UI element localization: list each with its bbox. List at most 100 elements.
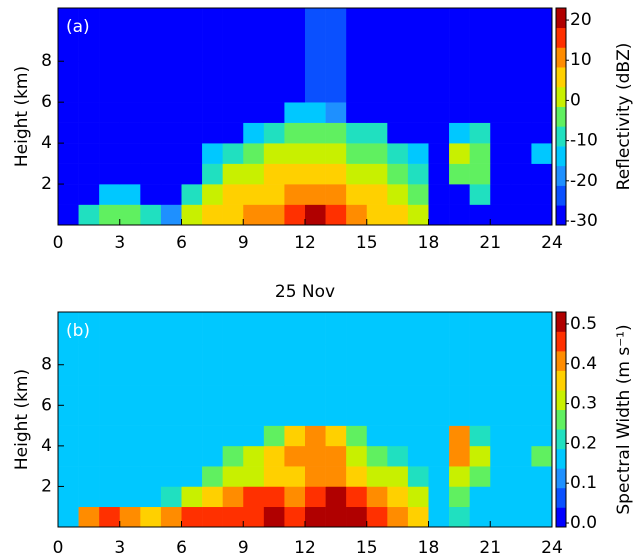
heat-cell: [510, 102, 532, 123]
x-tick-label: 6: [176, 538, 187, 558]
heat-cell: [366, 385, 388, 406]
heat-cell: [531, 425, 553, 447]
heat-cell: [119, 102, 141, 123]
heat-cell: [78, 466, 100, 487]
colorbar-swatch: [556, 126, 566, 147]
heat-cell: [428, 40, 450, 62]
x-tick-label: 18: [418, 233, 440, 253]
heat-cell: [284, 143, 306, 164]
heat-cell: [140, 312, 162, 345]
heat-cell: [407, 364, 429, 386]
heat-cell: [263, 61, 285, 82]
heat-cell: [202, 312, 223, 345]
heat-cell: [366, 184, 388, 205]
heat-cell: [510, 385, 532, 406]
heat-cell: [160, 143, 182, 164]
heat-cell: [58, 61, 79, 82]
heat-cell: [305, 405, 326, 426]
heat-cell: [407, 102, 429, 123]
heat-cell: [160, 425, 182, 447]
heat-cell: [305, 40, 326, 62]
x-tick-label: 21: [479, 538, 501, 558]
heat-cell: [346, 204, 368, 226]
heat-cell: [99, 8, 121, 42]
colorbar-swatch: [556, 146, 566, 167]
heat-cell: [284, 102, 306, 123]
heat-cell: [99, 405, 121, 426]
heat-cell: [325, 466, 347, 487]
heat-cell: [510, 122, 532, 144]
heat-cell: [284, 445, 306, 467]
heat-cell: [263, 445, 285, 467]
heat-cell: [284, 425, 306, 447]
heat-cell: [346, 466, 368, 487]
heat-cell: [202, 102, 223, 123]
heat-cell: [325, 385, 347, 406]
heat-cell: [490, 506, 512, 528]
heat-cell: [428, 445, 450, 467]
heat-cell: [366, 312, 388, 345]
heat-cell: [531, 486, 553, 508]
heat-cell: [243, 486, 265, 508]
heat-cell: [325, 204, 347, 226]
heat-cell: [284, 8, 306, 42]
heat-cell: [58, 8, 79, 42]
colorbar-swatch: [556, 429, 566, 450]
heat-cell: [510, 486, 532, 508]
colorbar-swatch: [556, 351, 566, 371]
heat-cell: [222, 61, 244, 82]
heat-cell: [263, 40, 285, 62]
y-tick-label: 2: [41, 174, 52, 194]
heat-cell: [58, 102, 79, 123]
heat-cell: [284, 81, 306, 103]
heat-cell: [428, 163, 450, 185]
y-axis-title: Height (km): [12, 66, 32, 167]
heat-cell: [469, 122, 491, 144]
heat-cell: [469, 506, 491, 528]
heat-cell: [305, 122, 326, 144]
heat-cell: [181, 61, 203, 82]
heat-cell: [243, 102, 265, 123]
heat-cell: [325, 122, 347, 144]
colorbar-swatch: [556, 370, 566, 391]
heat-cell: [263, 204, 285, 226]
heat-cell: [346, 425, 368, 447]
heat-cell: [325, 364, 347, 386]
heat-cell: [449, 102, 470, 123]
heat-cell: [387, 163, 409, 185]
heat-cell: [346, 40, 368, 62]
heat-cell: [181, 445, 203, 467]
heat-cell: [407, 425, 429, 447]
heat-cell: [99, 122, 121, 144]
x-tick-label: 21: [479, 233, 501, 253]
heat-cell: [58, 466, 79, 487]
heat-cell: [58, 405, 79, 426]
heat-cell: [263, 405, 285, 426]
x-tick-label: 9: [238, 233, 249, 253]
heat-cell: [58, 122, 79, 144]
heat-cell: [263, 506, 285, 528]
heat-cell: [181, 204, 203, 226]
heat-cell: [325, 344, 347, 366]
heat-cell: [325, 102, 347, 123]
colorbar-tick-label: 0: [570, 90, 581, 110]
heat-cell: [160, 40, 182, 62]
heat-cell: [263, 163, 285, 185]
heat-cell: [99, 312, 121, 345]
heat-cell: [119, 506, 141, 528]
heat-cell: [78, 486, 100, 508]
heat-cell: [222, 204, 244, 226]
heat-cell: [346, 506, 368, 528]
heat-cell: [119, 184, 141, 205]
heat-cell: [78, 143, 100, 164]
heat-cell: [510, 466, 532, 487]
heat-cell: [119, 163, 141, 185]
heat-cell: [243, 364, 265, 386]
heat-cell: [78, 102, 100, 123]
heat-cell: [449, 81, 470, 103]
heat-cell: [119, 385, 141, 406]
heat-cell: [407, 312, 429, 345]
heat-cell: [407, 506, 429, 528]
heat-cell: [284, 405, 306, 426]
